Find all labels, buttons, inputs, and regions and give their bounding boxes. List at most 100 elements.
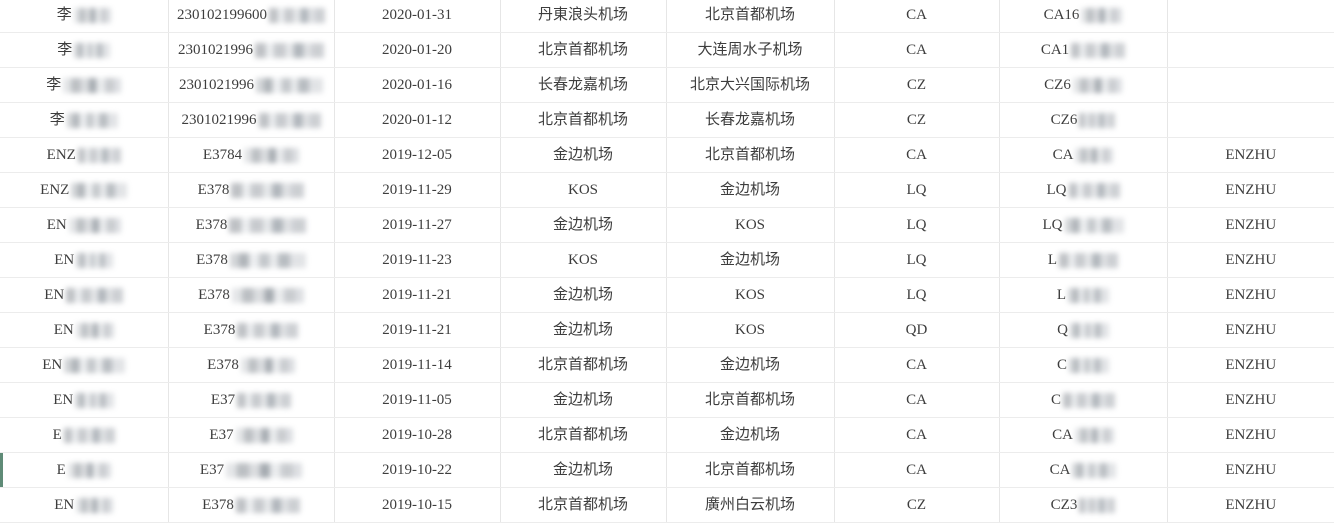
redaction-block [1071, 42, 1126, 58]
remark-text: ENZHU [1225, 182, 1277, 198]
id-number-text: E378 [202, 497, 234, 513]
table-row[interactable]: 李 230102199600 2020-01-31 丹東浪头机场 北京首都机场 CA CA1… [0, 0, 1334, 33]
cell-flight-number: CA [999, 452, 1168, 488]
table-row[interactable]: 李 2301021996 2020-01-16 长春龙嘉机场 北京大兴国际机场 CZ CZ6 [0, 67, 1334, 103]
table-row[interactable]: EN E378 2019-11-27 金边机场 KOS LQ LQ ENZHU [0, 207, 1334, 243]
airline-code-text: LQ [906, 217, 927, 233]
flight-number-text: LQ [1046, 182, 1067, 198]
redaction-block [63, 77, 122, 93]
remark-text: ENZHU [1225, 392, 1277, 408]
cell-id-number: 230102199600 [168, 0, 335, 33]
flight-number-text: LQ [1042, 217, 1063, 233]
redaction-block [1069, 322, 1109, 338]
arrival-airport-text: KOS [734, 217, 765, 233]
cell-flight-number: CZ6 [999, 67, 1168, 103]
id-number-text: E37 [199, 462, 225, 478]
table-row[interactable]: ENZ E3784 2019-12-05 金边机场 北京首都机场 CA CA ENZHU [0, 137, 1334, 173]
redaction-block [71, 182, 128, 198]
cell-flight-date: 2019-11-21 [334, 277, 501, 313]
cell-flight-date: 2019-11-29 [334, 172, 501, 208]
arrival-airport-text: 廣州白云机场 [704, 497, 795, 513]
cell-arrival-airport: 金边机场 [666, 417, 835, 453]
table-row[interactable]: E E37 2019-10-28 北京首都机场 金边机场 CA CA ENZHU [0, 417, 1334, 453]
cell-airline-code: LQ [834, 277, 1000, 313]
id-number-text: 2301021996 [178, 42, 253, 58]
passenger-name-text: 李 [46, 77, 62, 93]
table-row[interactable]: 李 2301021996 2020-01-12 北京首都机场 长春龙嘉机场 CZ CZ6 [0, 102, 1334, 138]
cell-arrival-airport: 北京大兴国际机场 [666, 67, 835, 103]
cell-remark [1167, 102, 1334, 138]
redaction-block [1069, 357, 1109, 373]
cell-airline-code: LQ [834, 172, 1000, 208]
table-row[interactable]: EN E378 2019-11-21 金边机场 KOS LQ L ENZHU [0, 277, 1334, 313]
cell-departure-airport: 丹東浪头机场 [500, 0, 667, 33]
flight-date-text: 2019-11-27 [382, 217, 452, 233]
redaction-block [1081, 7, 1123, 23]
cell-id-number: 2301021996 [168, 32, 335, 68]
cell-airline-code: QD [834, 312, 1000, 348]
arrival-airport-text: 金边机场 [719, 427, 780, 443]
cell-flight-number: LQ [999, 172, 1168, 208]
cell-airline-code: CA [834, 382, 1000, 418]
arrival-airport-text: 金边机场 [719, 252, 780, 268]
passenger-name-text: ENZ [40, 182, 70, 198]
cell-passenger-name: EN [0, 347, 169, 383]
cell-id-number: E378 [168, 312, 335, 348]
redaction-block [237, 322, 299, 338]
table-row[interactable]: ENZ E378 2019-11-29 KOS 金边机场 LQ LQ ENZHU [0, 172, 1334, 208]
table-row[interactable]: EN E37 2019-11-05 金边机场 北京首都机场 CA C ENZHU [0, 382, 1334, 418]
table-row[interactable]: E E37 2019-10-22 金边机场 北京首都机场 CA CA ENZHU [0, 452, 1334, 488]
cell-arrival-airport: KOS [666, 312, 835, 348]
cell-remark: ENZHU [1167, 347, 1334, 383]
cell-passenger-name: ENZ [0, 172, 169, 208]
cell-departure-airport: 北京首都机场 [500, 347, 667, 383]
table-row[interactable]: EN E378 2019-11-23 KOS 金边机场 LQ L ENZHU [0, 242, 1334, 278]
flight-number-text: CA16 [1043, 7, 1080, 23]
cell-departure-airport: KOS [500, 242, 667, 278]
flight-number-text: CZ6 [1044, 77, 1071, 93]
arrival-airport-text: KOS [734, 322, 765, 338]
redaction-block [64, 357, 126, 373]
redaction-block [1059, 252, 1119, 268]
cell-passenger-name: 李 [0, 102, 169, 138]
remark-text: ENZHU [1225, 497, 1277, 513]
table-row[interactable]: EN E378 2019-11-21 金边机场 KOS QD Q ENZHU [0, 312, 1334, 348]
cell-airline-code: LQ [834, 242, 1000, 278]
cell-departure-airport: 金边机场 [500, 312, 667, 348]
id-number-text: E378 [203, 322, 236, 338]
cell-passenger-name: 李 [0, 32, 169, 68]
flight-date-text: 2019-10-28 [382, 427, 452, 443]
redaction-block [258, 112, 321, 128]
remark-text: ENZHU [1225, 252, 1277, 268]
departure-airport-text: 长春龙嘉机场 [537, 77, 628, 93]
remark-text: ENZHU [1225, 427, 1277, 443]
redaction-block [75, 322, 114, 338]
table-row[interactable]: EN E378 2019-10-15 北京首都机场 廣州白云机场 CZ CZ3 ENZHU [0, 487, 1334, 523]
redaction-block [67, 462, 111, 478]
departure-airport-text: 金边机场 [552, 147, 613, 163]
redaction-block [63, 427, 115, 443]
id-number-text: E378 [196, 252, 228, 268]
passenger-name-text: EN [44, 287, 65, 303]
id-number-text: E378 [195, 217, 228, 233]
departure-airport-text: 北京首都机场 [537, 112, 628, 128]
redaction-block [269, 7, 325, 23]
remark-text: ENZHU [1225, 462, 1277, 478]
passenger-name-text: ENZ [46, 147, 76, 163]
remark-text: ENZHU [1225, 357, 1277, 373]
redaction-block [231, 182, 305, 198]
cell-remark: ENZHU [1167, 137, 1334, 173]
table-row[interactable]: 李 2301021996 2020-01-20 北京首都机场 大连周水子机场 CA CA1 [0, 32, 1334, 68]
cell-flight-date: 2019-11-23 [334, 242, 501, 278]
redaction-block [1072, 77, 1122, 93]
flight-date-text: 2019-10-15 [382, 497, 452, 513]
flight-number-text: Q [1057, 322, 1068, 338]
flight-date-text: 2019-11-14 [382, 357, 452, 373]
flight-number-text: CA [1049, 462, 1071, 478]
cell-remark: ENZHU [1167, 452, 1334, 488]
table-row[interactable]: EN E378 2019-11-14 北京首都机场 金边机场 CA C ENZHU [0, 347, 1334, 383]
redaction-block [255, 42, 324, 58]
arrival-airport-text: 北京首都机场 [704, 147, 795, 163]
redaction-block [74, 42, 111, 58]
airline-code-text: LQ [906, 252, 927, 268]
